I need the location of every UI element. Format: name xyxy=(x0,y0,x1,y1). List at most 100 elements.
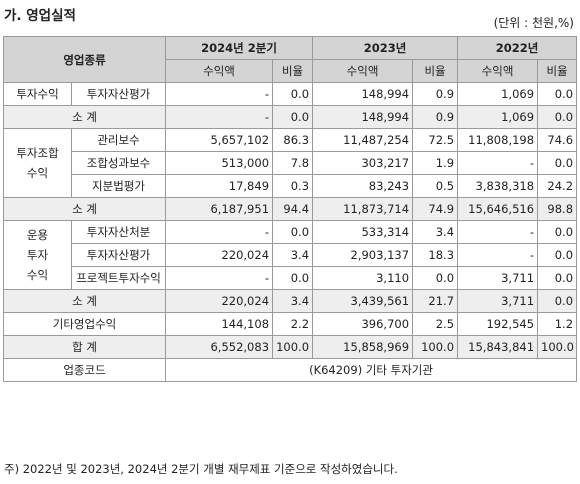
cell-value: 11,487,254 xyxy=(312,128,414,152)
unit-label: (단위 : 천원,%) xyxy=(493,16,574,30)
cell-value: 0.0 xyxy=(537,266,578,290)
cell-value: 15,646,516 xyxy=(457,197,539,221)
group-label-investment: 투자수익 xyxy=(3,82,72,106)
cell-value: 0.0 xyxy=(272,82,314,106)
table-row: 투자자산평가 220,024 3.4 2,903,137 18.3 - 0.0 xyxy=(4,243,578,267)
cell-value: 0.0 xyxy=(272,220,314,244)
cell-value: 6,552,083 xyxy=(165,335,274,359)
cell-value: 0.9 xyxy=(412,105,459,129)
row-label: 합 계 xyxy=(2,335,167,359)
table-row: 지분법평가 17,849 0.3 83,243 0.5 3,838,318 24… xyxy=(4,174,578,198)
cell-value: 0.0 xyxy=(412,266,459,290)
cell-value: - xyxy=(457,243,539,267)
header-period-2024q2: 2024년 2분기 xyxy=(165,36,314,60)
cell-value: 0.0 xyxy=(537,289,578,313)
cell-value: - xyxy=(165,220,274,244)
cell-value: - xyxy=(165,105,274,129)
header-period-2023: 2023년 xyxy=(312,36,459,60)
row-label: 조합성과보수 xyxy=(70,151,167,175)
industry-code-row: 업종코드 (K64209) 기타 투자기관 xyxy=(2,358,578,382)
cell-value: 5,657,102 xyxy=(165,128,274,152)
cell-value: 7.8 xyxy=(272,151,314,175)
row-label: 투자자산평가 xyxy=(70,243,167,267)
cell-value: 11,808,198 xyxy=(457,128,539,152)
cell-value: 3.4 xyxy=(272,243,314,267)
cell-value: 83,243 xyxy=(312,174,414,198)
row-label: 프로젝트투자수익 xyxy=(70,266,167,290)
cell-value: 1,069 xyxy=(457,82,539,106)
header-category: 영업종류 xyxy=(2,36,167,83)
header-row-2: 수익액 비율 수익액 비율 수익액 비율 xyxy=(4,59,578,83)
group-label-operation: 운용 투자 수익 xyxy=(3,220,72,290)
industry-code-label: 업종코드 xyxy=(2,358,167,382)
cell-value: 3,439,561 xyxy=(312,289,414,313)
cell-value: 303,217 xyxy=(312,151,414,175)
cell-value: 17,849 xyxy=(165,174,274,198)
cell-value: 220,024 xyxy=(165,289,274,313)
cell-value: 533,314 xyxy=(312,220,414,244)
cell-value: 0.0 xyxy=(272,105,314,129)
subtotal-row: 소 계 - 0.0 148,994 0.9 1,069 0.0 xyxy=(2,105,578,129)
cell-value: 144,108 xyxy=(165,312,274,336)
subtotal-row: 소 계 220,024 3.4 3,439,561 21.7 3,711 0.0 xyxy=(2,289,578,313)
row-label: 소 계 xyxy=(2,197,167,221)
table-row: 투자조합 수익 관리보수 5,657,102 86.3 11,487,254 7… xyxy=(3,128,578,198)
header-ratio: 비율 xyxy=(412,59,459,83)
subtotal-row: 소 계 6,187,951 94.4 11,873,714 74.9 15,64… xyxy=(2,197,578,221)
cell-value: 11,873,714 xyxy=(312,197,414,221)
cell-value: 2,903,137 xyxy=(312,243,414,267)
cell-value: 74.9 xyxy=(412,197,459,221)
cell-value: 0.9 xyxy=(412,82,459,106)
cell-value: 21.7 xyxy=(412,289,459,313)
cell-value: 100.0 xyxy=(412,335,459,359)
cell-value: 100.0 xyxy=(537,335,578,359)
cell-value: 15,843,841 xyxy=(457,335,539,359)
cell-value: 3.4 xyxy=(412,220,459,244)
cell-value: 15,858,969 xyxy=(312,335,414,359)
cell-value: 6,187,951 xyxy=(165,197,274,221)
cell-value: 100.0 xyxy=(272,335,314,359)
row-label: 소 계 xyxy=(2,289,167,313)
footnote: 주) 2022년 및 2023년, 2024년 2분기 개별 재무제표 기준으로… xyxy=(4,462,398,476)
cell-value: - xyxy=(457,151,539,175)
section-title: 가. 영업실적 xyxy=(4,8,76,24)
row-label: 지분법평가 xyxy=(70,174,167,198)
industry-code-value: (K64209) 기타 투자기관 xyxy=(165,358,578,382)
grand-total-row: 합 계 6,552,083 100.0 15,858,969 100.0 15,… xyxy=(2,335,578,359)
cell-value: 0.0 xyxy=(537,151,578,175)
cell-value: 0.0 xyxy=(537,220,578,244)
table-row: 운용 투자 수익 투자자산처분 - 0.0 533,314 3.4 - 0.0 xyxy=(3,220,578,290)
header-revenue: 수익액 xyxy=(312,59,414,83)
cell-value: 148,994 xyxy=(312,105,414,129)
group-label-partnership: 투자조합 수익 xyxy=(3,128,72,198)
cell-value: 220,024 xyxy=(165,243,274,267)
header-period-2022: 2022년 xyxy=(457,36,578,60)
cell-value: 72.5 xyxy=(412,128,459,152)
cell-value: 2.5 xyxy=(412,312,459,336)
cell-value: 98.8 xyxy=(537,197,578,221)
cell-value: 74.6 xyxy=(537,128,578,152)
cell-value: 2.2 xyxy=(272,312,314,336)
cell-value: 3.4 xyxy=(272,289,314,313)
cell-value: 0.3 xyxy=(272,174,314,198)
cell-value: 1.2 xyxy=(537,312,578,336)
cell-value: - xyxy=(457,220,539,244)
cell-value: 24.2 xyxy=(537,174,578,198)
row-label: 소 계 xyxy=(2,105,167,129)
cell-value: 18.3 xyxy=(412,243,459,267)
table-row: 기타영업수익 144,108 2.2 396,700 2.5 192,545 1… xyxy=(2,312,578,336)
cell-value: - xyxy=(165,82,274,106)
cell-value: 513,000 xyxy=(165,151,274,175)
table-row: 투자수익 투자자산평가 - 0.0 148,994 0.9 1,069 0.0 xyxy=(3,82,578,106)
header-ratio: 비율 xyxy=(272,59,314,83)
cell-value: 0.5 xyxy=(412,174,459,198)
cell-value: - xyxy=(165,266,274,290)
table-row: 조합성과보수 513,000 7.8 303,217 1.9 - 0.0 xyxy=(4,151,578,175)
row-label: 관리보수 xyxy=(70,128,167,152)
header-revenue: 수익액 xyxy=(457,59,539,83)
cell-value: 94.4 xyxy=(272,197,314,221)
cell-value: 3,110 xyxy=(312,266,414,290)
row-label: 투자자산처분 xyxy=(70,220,167,244)
cell-value: 3,838,318 xyxy=(457,174,539,198)
cell-value: 0.0 xyxy=(537,243,578,267)
